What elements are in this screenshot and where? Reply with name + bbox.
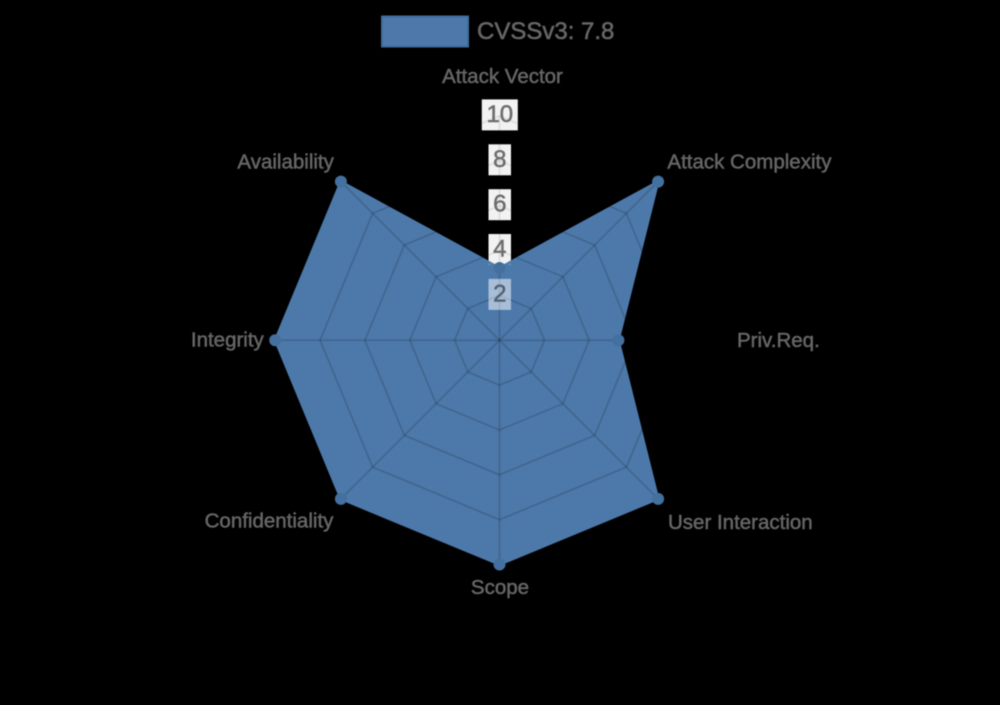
svg-text:8: 8 [493, 146, 506, 173]
svg-text:Confidentiality: Confidentiality [205, 510, 335, 533]
svg-text:10: 10 [486, 101, 513, 128]
svg-text:2: 2 [493, 280, 506, 307]
svg-text:Integrity: Integrity [191, 328, 265, 351]
svg-text:User Interaction: User Interaction [668, 511, 813, 534]
svg-text:CVSSv3: 7.8: CVSSv3: 7.8 [477, 18, 614, 45]
svg-text:Priv.Req.: Priv.Req. [737, 329, 820, 352]
svg-text:4: 4 [493, 236, 506, 263]
svg-text:Attack Vector: Attack Vector [442, 65, 563, 88]
svg-text:Scope: Scope [471, 576, 529, 599]
svg-text:Availability: Availability [237, 151, 334, 174]
svg-text:Attack Complexity: Attack Complexity [667, 151, 832, 174]
svg-text:6: 6 [493, 191, 506, 218]
